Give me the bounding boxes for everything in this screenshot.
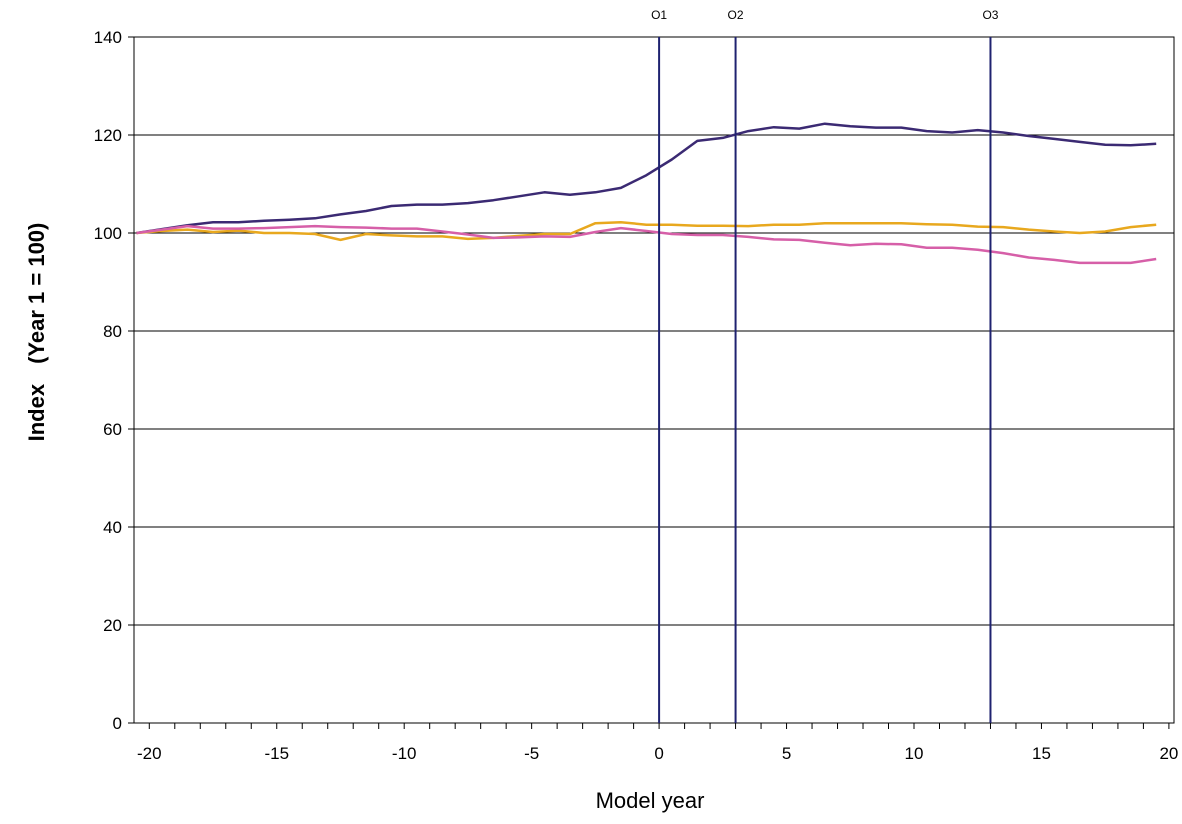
x-tick-label-15: 15 bbox=[1032, 744, 1051, 763]
y-axis-title-main: Index bbox=[24, 383, 49, 441]
grid-layer bbox=[134, 37, 1174, 723]
x-tick-label--10: -10 bbox=[392, 744, 417, 763]
plot-frame bbox=[134, 37, 1174, 723]
y-tick-label-120: 120 bbox=[94, 126, 122, 145]
series-layer bbox=[137, 124, 1157, 263]
y-tick-label-0: 0 bbox=[113, 714, 122, 733]
y-tick-label-60: 60 bbox=[103, 420, 122, 439]
y-axis-title-sub: (Year 1 = 100) bbox=[24, 223, 49, 364]
series-line-1 bbox=[137, 124, 1157, 233]
tick-layer: 0 20 40 60 80 100 120 140 -20 -15 -10 -5 0 5 10 15 20 bbox=[94, 28, 1179, 763]
x-tick-label--20: -20 bbox=[137, 744, 162, 763]
x-tick-label-10: 10 bbox=[905, 744, 924, 763]
y-axis-title: Index (Year 1 = 100) bbox=[24, 223, 49, 442]
series-line-3 bbox=[137, 226, 1157, 263]
x-axis-title: Model year bbox=[596, 788, 705, 813]
marker-layer: O1 O2 O3 bbox=[651, 8, 999, 723]
x-tick-label-0: 0 bbox=[654, 744, 663, 763]
x-tick-label--15: -15 bbox=[264, 744, 289, 763]
y-tick-label-140: 140 bbox=[94, 28, 122, 47]
x-tick-label-20: 20 bbox=[1159, 744, 1178, 763]
marker-label-o2: O2 bbox=[728, 8, 744, 22]
y-tick-label-20: 20 bbox=[103, 616, 122, 635]
marker-label-o3: O3 bbox=[982, 8, 998, 22]
x-tick-label--5: -5 bbox=[524, 744, 539, 763]
y-tick-label-40: 40 bbox=[103, 518, 122, 537]
x-tick-label-5: 5 bbox=[782, 744, 791, 763]
svg-text:Index(Year 1 = 100): Index (Year 1 = 100) bbox=[24, 223, 49, 442]
y-tick-label-100: 100 bbox=[94, 224, 122, 243]
marker-label-o1: O1 bbox=[651, 8, 667, 22]
y-tick-label-80: 80 bbox=[103, 322, 122, 341]
